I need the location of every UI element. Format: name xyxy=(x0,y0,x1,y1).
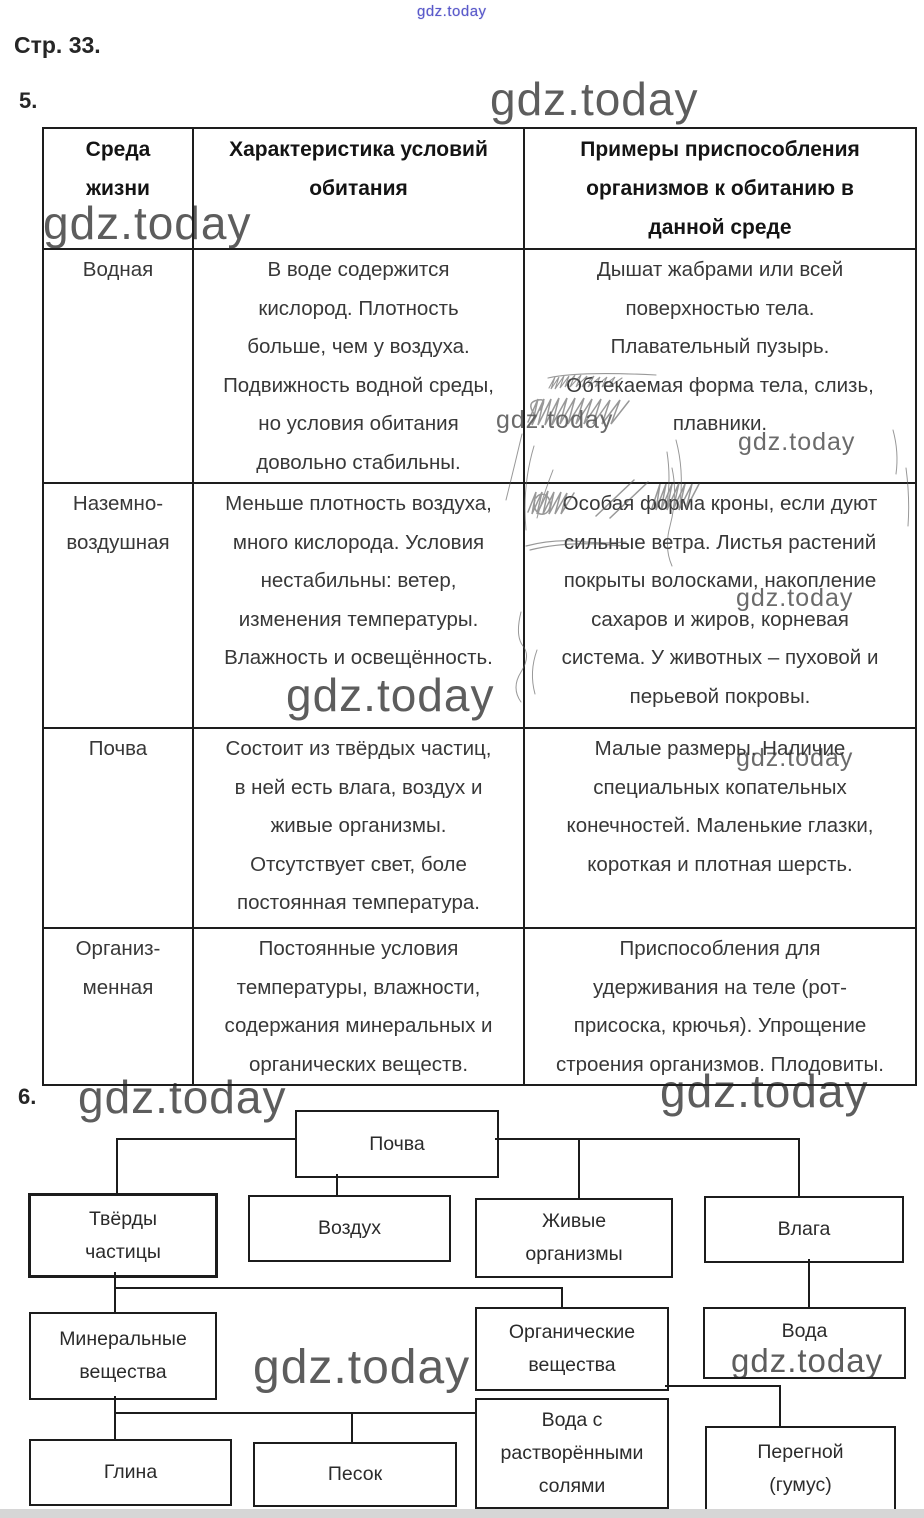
connector-line xyxy=(336,1174,338,1196)
connector-line xyxy=(116,1138,118,1194)
node-label: Перегной (гумус) xyxy=(757,1440,844,1496)
diagram-node-solid-particles: Твёрды частицы xyxy=(28,1193,218,1278)
diagram-node-moisture: Влага xyxy=(704,1196,904,1263)
diagram-node-water-with-salts: Вода с растворёнными солями xyxy=(475,1398,669,1509)
connector-line xyxy=(114,1396,116,1440)
cell-conditions: Постоянные условия температуры, влажност… xyxy=(192,927,525,1086)
diagram-node-humus: Перегной (гумус) xyxy=(705,1426,896,1511)
cell-conditions: Меньше плотность воздуха, много кислород… xyxy=(192,482,525,729)
connector-line xyxy=(114,1272,116,1313)
page-bottom-edge xyxy=(0,1509,924,1518)
node-label: Почва xyxy=(369,1132,425,1155)
watermark: gdz.today xyxy=(253,1341,471,1394)
connector-line xyxy=(808,1259,810,1308)
header-conditions: Характеристика условий обитания xyxy=(192,127,525,250)
cell-environment: Наземно- воздушная xyxy=(42,482,194,729)
connector-line xyxy=(116,1138,296,1140)
header-adaptations: Примеры приспособления организмов к обит… xyxy=(523,127,917,250)
page-title: Стр. 33. xyxy=(14,32,101,58)
node-label: Органические вещества xyxy=(508,1321,636,1376)
diagram-node-water: Вода xyxy=(703,1307,906,1379)
watermark-top-blue: gdz.today xyxy=(417,3,487,20)
node-label: Влага xyxy=(777,1218,831,1240)
cell-environment: Организ- менная xyxy=(42,927,194,1086)
diagram-node-soil: Почва xyxy=(295,1110,499,1178)
item-6-label: 6. xyxy=(18,1084,37,1109)
connector-line xyxy=(561,1287,563,1308)
item-5-label: 5. xyxy=(19,88,38,113)
connector-line xyxy=(351,1412,353,1443)
connector-line xyxy=(495,1138,800,1140)
connector-line xyxy=(114,1287,563,1289)
cell-adaptations: Особая форма кроны, если дуют сильные ве… xyxy=(523,482,917,729)
node-label: Твёрды частицы xyxy=(85,1207,161,1263)
diagram-node-air: Воздух xyxy=(248,1195,451,1262)
diagram-node-clay: Глина xyxy=(29,1439,232,1506)
cell-adaptations: Малые размеры. Наличие специальных копат… xyxy=(523,727,917,929)
diagram-node-living-organisms: Живые организмы xyxy=(475,1198,673,1278)
cell-environment: Водная xyxy=(42,248,194,484)
table-row: Водная В воде содержится кислород. Плотн… xyxy=(42,248,917,484)
diagram-node-mineral-substances: Минеральные вещества xyxy=(29,1312,217,1400)
cell-conditions: В воде содержится кислород. Плотность бо… xyxy=(192,248,525,484)
connector-line xyxy=(665,1385,781,1387)
node-label: Песок xyxy=(327,1463,383,1485)
connector-line xyxy=(578,1138,580,1199)
node-label: Вода с растворёнными солями xyxy=(500,1409,644,1497)
diagram-node-organic-substances: Органические вещества xyxy=(475,1307,669,1391)
table-row: Наземно- воздушная Меньше плотность возд… xyxy=(42,482,917,729)
connector-line xyxy=(798,1138,800,1197)
connector-line xyxy=(779,1385,781,1427)
node-label: Глина xyxy=(103,1461,158,1483)
diagram-node-sand: Песок xyxy=(253,1442,457,1507)
header-environment: Среда жизни xyxy=(42,127,194,250)
watermark: gdz.today xyxy=(490,73,699,125)
cell-adaptations: Приспособления для удерживания на теле (… xyxy=(523,927,917,1086)
table-header-row: Среда жизни Характеристика условий обита… xyxy=(42,127,917,250)
node-label: Живые организмы xyxy=(525,1210,623,1265)
table-row: Организ- менная Постоянные условия темпе… xyxy=(42,927,917,1086)
node-label: Воздух xyxy=(317,1217,382,1239)
table-row: Почва Состоит из твёрдых частиц, в ней е… xyxy=(42,727,917,929)
node-label: Минеральные вещества xyxy=(59,1328,187,1383)
cell-conditions: Состоит из твёрдых частиц, в ней есть вл… xyxy=(192,727,525,929)
node-label: Вода xyxy=(781,1320,828,1342)
cell-adaptations: Дышат жабрами или всей поверхностью тела… xyxy=(523,248,917,484)
watermark: gdz.today xyxy=(731,1342,884,1379)
cell-environment: Почва xyxy=(42,727,194,929)
habitats-table: Среда жизни Характеристика условий обита… xyxy=(42,127,917,1086)
connector-line xyxy=(114,1412,475,1414)
